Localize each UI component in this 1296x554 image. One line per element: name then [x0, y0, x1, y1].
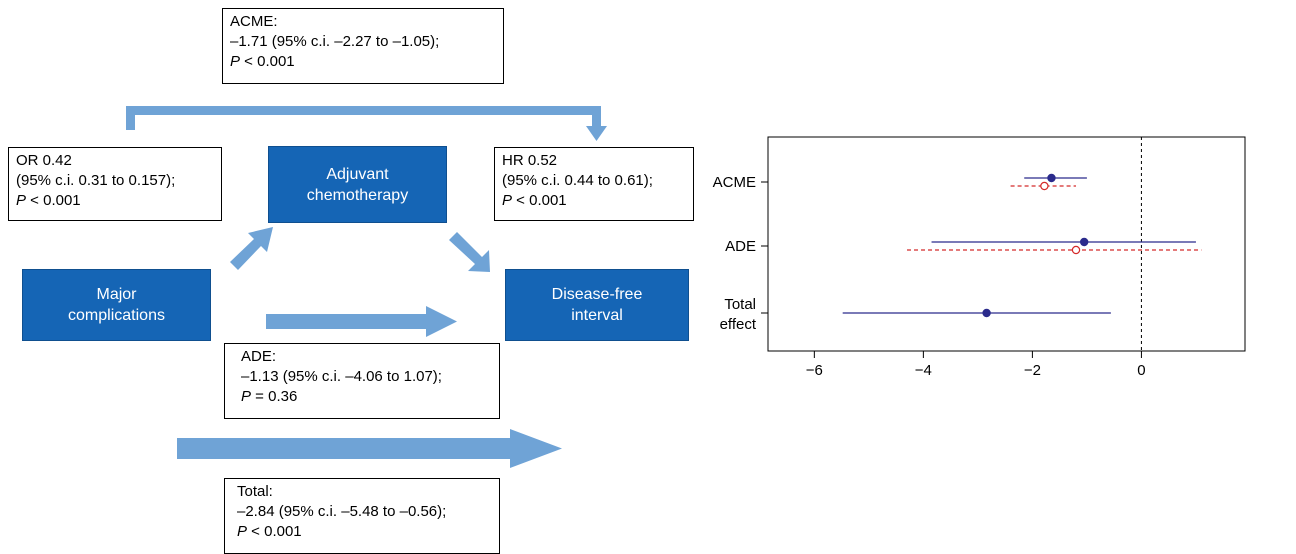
acme-box: ACME: –1.71 (95% c.i. –2.27 to –1.05); P…: [222, 8, 504, 84]
y-category-label: ADE: [725, 238, 756, 255]
point-estimate: [982, 308, 991, 318]
acme-title: ACME:: [230, 13, 278, 30]
node-disease-free-interval: Disease-free interval: [505, 269, 689, 341]
plot-frame: [767, 136, 1246, 352]
x-tick-label: −4: [915, 362, 932, 379]
node-complications-line2: complications: [68, 307, 165, 324]
x-tick-label: −6: [806, 362, 823, 379]
x-tick-label: 0: [1137, 362, 1145, 379]
or-box: OR 0.42 (95% c.i. 0.31 to 0.157); P < 0.…: [8, 147, 222, 221]
point-estimate: [1079, 237, 1089, 247]
forest-plot: −6 −4 −2 0 ACME ADE Total effect: [713, 136, 1246, 379]
or-title: OR 0.42: [16, 152, 72, 169]
or-p-value: P < 0.001: [16, 191, 214, 211]
acme-bracket-arrow: [126, 106, 607, 141]
total-p-value: P < 0.001: [237, 522, 492, 542]
point-estimate: [1071, 245, 1081, 255]
node-adjuvant-line2: chemotherapy: [306, 186, 409, 204]
ade-box: ADE: –1.13 (95% c.i. –4.06 to 1.07); P =…: [224, 343, 500, 419]
or-ci: (95% c.i. 0.31 to 0.157);: [16, 172, 176, 189]
hr-box: HR 0.52 (95% c.i. 0.44 to 0.61); P < 0.0…: [494, 147, 694, 221]
acme-p: < 0.001: [240, 53, 295, 70]
total-p-label: P: [237, 523, 248, 540]
total-box: Total: –2.84 (95% c.i. –5.48 to –0.56); …: [224, 478, 500, 554]
node-complications-line1: Major: [96, 286, 137, 303]
total-p: < 0.001: [247, 523, 302, 540]
ade-title: ADE:: [241, 348, 277, 365]
ade-p: = 0.36: [251, 388, 298, 405]
node-dfi-line1: Disease-free: [551, 286, 643, 303]
hr-p-value: P < 0.001: [502, 191, 686, 211]
acme-estimate: –1.71 (95% c.i. –2.27 to –1.05);: [230, 33, 440, 50]
hr-title: HR 0.52: [502, 152, 558, 169]
total-estimate: –2.84 (95% c.i. –5.48 to –0.56);: [237, 503, 447, 520]
hr-p: < 0.001: [512, 192, 567, 209]
acme-p-label: P: [230, 53, 241, 70]
node-adjuvant-chemotherapy: Adjuvant chemotherapy: [268, 146, 447, 223]
ade-p-value: P = 0.36: [241, 387, 492, 407]
arrow-adjuvant-to-dfi: [449, 232, 490, 272]
ade-estimate: –1.13 (95% c.i. –4.06 to 1.07);: [241, 368, 442, 385]
arrow-direct-effect: [266, 306, 457, 337]
acme-p-value: P < 0.001: [230, 52, 496, 72]
node-dfi-line2: interval: [571, 307, 623, 324]
y-category-label: effect: [720, 316, 757, 333]
or-p-label: P: [16, 192, 27, 209]
ade-p-label: P: [241, 388, 252, 405]
point-estimate: [1047, 173, 1056, 183]
point-estimate: [1040, 181, 1049, 191]
x-tick-label: −2: [1024, 362, 1041, 379]
node-adjuvant-line1: Adjuvant: [326, 165, 389, 183]
hr-p-label: P: [502, 192, 513, 209]
node-major-complications: Major complications: [22, 269, 211, 341]
y-category-label: Total: [724, 296, 756, 313]
or-p: < 0.001: [26, 192, 81, 209]
hr-ci: (95% c.i. 0.44 to 0.61);: [502, 172, 653, 189]
total-title: Total:: [237, 483, 273, 500]
diagram-arrows: [126, 106, 607, 468]
arrow-complications-to-adjuvant: [230, 227, 273, 270]
arrow-total-effect: [177, 429, 562, 468]
y-category-label: ACME: [713, 174, 756, 191]
